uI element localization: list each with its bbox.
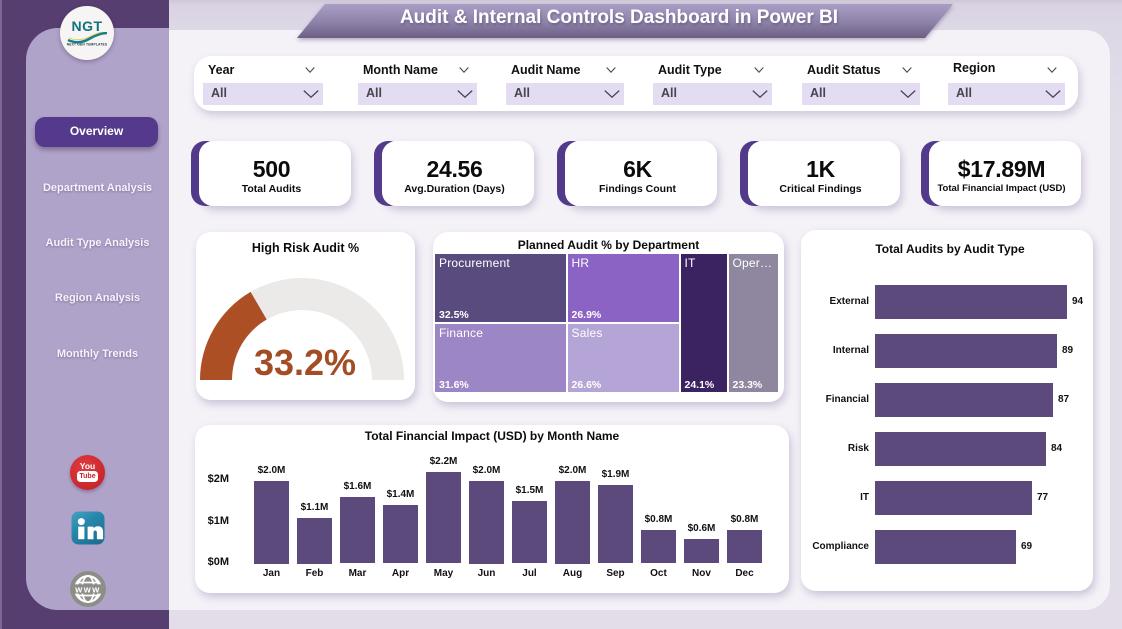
svg-text:www: www: [74, 584, 101, 594]
